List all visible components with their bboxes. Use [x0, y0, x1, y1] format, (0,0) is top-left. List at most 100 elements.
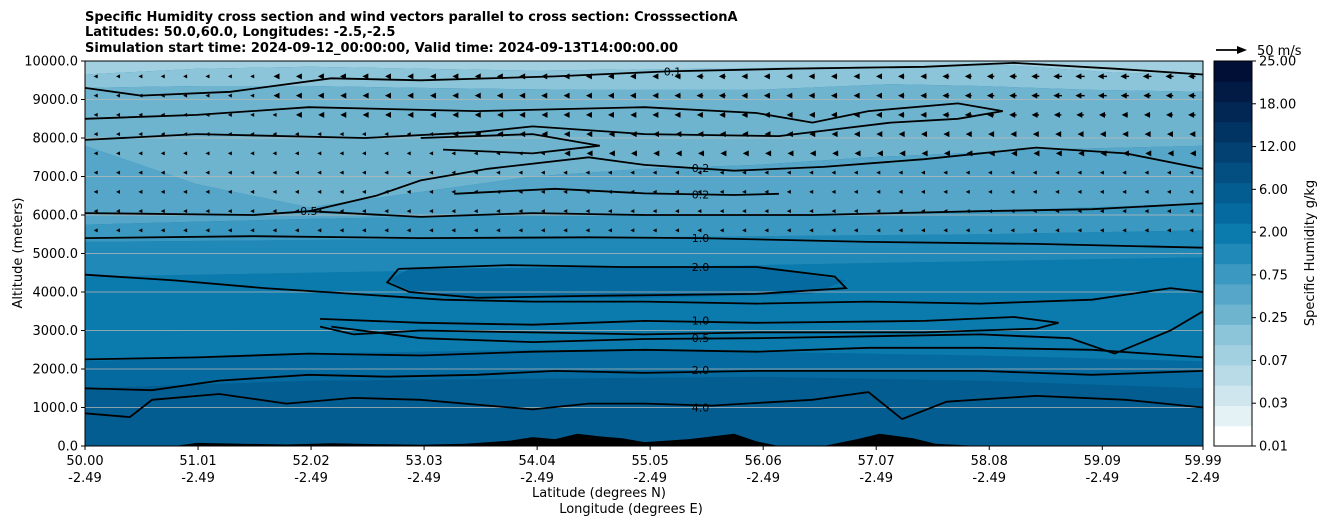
wind-vector: [407, 73, 414, 80]
wind-vector: [93, 112, 98, 117]
wind-vector: [519, 131, 526, 138]
colorbar-tick-label-8: 18.00: [1259, 97, 1296, 112]
wind-vector: [831, 131, 838, 138]
wind-vector: [205, 132, 210, 137]
wind-vector: [1077, 170, 1082, 175]
wind-vector: [1098, 92, 1107, 99]
wind-vector: [719, 111, 726, 118]
wind-vector: [250, 209, 255, 214]
y-tick-label-4: 4000.0: [33, 286, 79, 301]
wind-vector: [295, 92, 302, 99]
colorbar-segment-5: [1214, 324, 1252, 346]
wind-vector: [93, 228, 98, 233]
wind-vector: [1145, 150, 1152, 157]
wind-vector: [384, 132, 389, 137]
x-tick-lat-0: 50.00: [66, 454, 103, 469]
wind-vector: [541, 111, 548, 118]
wind-vector: [496, 189, 501, 194]
wind-vector: [205, 93, 210, 98]
wind-vector: [718, 92, 726, 99]
colorbar-tick-label-2: 0.07: [1259, 354, 1288, 369]
colorbar-tick-label-1: 0.03: [1259, 397, 1288, 412]
wind-vector: [630, 111, 637, 118]
wind-vector: [563, 111, 570, 118]
wind-vector: [385, 73, 391, 80]
wind-vector: [899, 150, 906, 157]
wind-vector: [1188, 111, 1196, 118]
wind-vector: [853, 92, 860, 99]
wind-vector: [965, 189, 970, 194]
x-axis-label-latitude: Latitude (degrees N): [532, 486, 666, 501]
wind-vector: [1188, 73, 1196, 80]
wind-vector: [406, 151, 411, 156]
wind-vector: [496, 228, 501, 233]
wind-vector: [339, 170, 344, 175]
wind-vector: [718, 73, 726, 80]
wind-vector: [964, 111, 972, 118]
wind-vector: [831, 209, 836, 214]
wind-vector: [875, 92, 882, 99]
wind-vector: [1010, 228, 1015, 233]
wind-vector: [272, 228, 277, 233]
x-axis-ticks: 50.00 -2.49 51.01 -2.49 52.02 -2.49 53.03 -2.49…: [66, 446, 1222, 486]
wind-vector: [787, 150, 794, 157]
wind-vector: [1009, 111, 1017, 118]
wind-vector: [497, 111, 504, 118]
wind-vector: [317, 132, 322, 137]
wind-vector: [876, 170, 881, 175]
wind-vector: [362, 73, 369, 80]
wind-vector: [362, 228, 366, 233]
wind-vector: [496, 170, 501, 175]
wind-vector: [1076, 111, 1084, 118]
wind-vector: [586, 131, 593, 138]
wind-vector: [607, 73, 614, 80]
wind-vector: [920, 111, 927, 118]
wind-vector: [630, 150, 637, 157]
colorbar-segment-14: [1214, 142, 1252, 163]
humidity-band-7: [387, 267, 846, 298]
wind-vector: [830, 73, 838, 80]
colorbar-segment-16: [1214, 101, 1252, 123]
terrain: [85, 433, 1203, 446]
wind-vector: [294, 151, 299, 156]
wind-vector: [1122, 228, 1127, 233]
contour-label-10: 0.5: [692, 332, 710, 345]
x-tick-lon-7: -2.49: [859, 471, 893, 486]
wind-vector: [1031, 73, 1040, 80]
colorbar-tick-label-4: 0.75: [1259, 268, 1288, 283]
wind-vector: [116, 151, 121, 156]
wind-vector: [943, 209, 948, 214]
wind-vector: [786, 170, 791, 175]
wind-vector: [943, 131, 950, 138]
wind-vector: [653, 150, 660, 157]
wind-vector: [630, 189, 635, 194]
wind-vector: [719, 228, 724, 233]
colorbar-segment-9: [1214, 243, 1252, 265]
quiver-key-arrowhead: [1237, 46, 1247, 54]
wind-vector: [474, 131, 481, 138]
wind-vector: [540, 228, 545, 233]
wind-vector: [362, 170, 366, 175]
wind-vector: [518, 189, 523, 194]
wind-vector: [272, 151, 277, 156]
wind-vector: [497, 131, 504, 138]
wind-vector: [1099, 189, 1104, 194]
wind-vector: [988, 131, 995, 138]
wind-vector: [898, 209, 903, 214]
wind-vector: [876, 131, 883, 138]
wind-vector: [205, 209, 210, 214]
wind-vector: [384, 228, 389, 233]
wind-vector: [652, 73, 659, 80]
wind-vector: [1189, 209, 1194, 214]
colorbar-tick-label-7: 12.00: [1259, 140, 1296, 155]
wind-vector: [944, 150, 950, 157]
wind-vector: [585, 189, 590, 194]
wind-vector: [272, 112, 277, 117]
wind-vector: [451, 151, 456, 156]
contour-line-2: [420, 133, 600, 155]
wind-vector: [519, 92, 526, 99]
wind-vector: [1144, 209, 1149, 214]
wind-vector: [585, 92, 592, 99]
colorbar-segment-2: [1214, 385, 1252, 406]
